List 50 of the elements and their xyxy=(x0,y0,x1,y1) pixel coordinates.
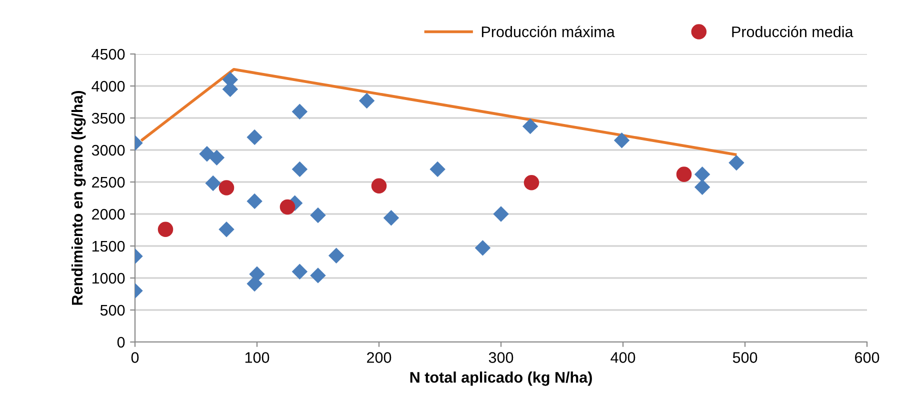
point xyxy=(246,276,262,292)
y-tick-label: 500 xyxy=(100,304,125,316)
point xyxy=(694,166,710,182)
point xyxy=(310,268,326,284)
point xyxy=(328,248,344,264)
point xyxy=(209,150,224,166)
point xyxy=(158,222,174,237)
y-tick-label: 4500 xyxy=(92,48,125,60)
point xyxy=(218,180,234,196)
point xyxy=(475,240,490,256)
point xyxy=(694,180,710,195)
x-tick-label: 600 xyxy=(855,352,880,363)
point xyxy=(280,199,296,215)
point xyxy=(430,162,446,177)
y-tick-label: 2500 xyxy=(92,176,125,188)
point xyxy=(676,166,692,182)
point xyxy=(728,155,744,170)
point xyxy=(292,104,308,120)
point xyxy=(246,194,262,209)
point xyxy=(246,130,262,145)
point xyxy=(614,132,630,148)
x-tick-label: 500 xyxy=(732,352,758,363)
x-axis-title: N total aplicado (kg N/ha) xyxy=(410,372,592,386)
legend-label: Producción media xyxy=(732,26,854,38)
point xyxy=(384,210,399,226)
point xyxy=(359,93,374,108)
y-tick-label: 4000 xyxy=(92,80,125,92)
y-tick-label: 2000 xyxy=(92,208,125,220)
y-tick-label: 1000 xyxy=(92,272,125,284)
point xyxy=(371,178,387,194)
y-tick-label: 3500 xyxy=(92,112,125,124)
y-tick-label: 3000 xyxy=(92,144,125,156)
legend-label: Producción máxima xyxy=(482,26,615,38)
point xyxy=(206,176,221,191)
point xyxy=(522,118,538,134)
x-tick-label: 400 xyxy=(610,352,636,363)
x-tick-label: 100 xyxy=(245,352,270,363)
y-tick-label: 0 xyxy=(117,336,125,348)
y-axis-title: Rendimiento en grano (kg/ha) xyxy=(71,90,86,305)
point xyxy=(218,222,234,237)
point xyxy=(199,146,215,162)
point xyxy=(292,162,308,177)
point xyxy=(524,175,540,190)
x-tick-label: 0 xyxy=(131,352,139,363)
x-tick-label: 200 xyxy=(367,352,392,363)
point xyxy=(493,206,509,222)
y-tick-label: 1500 xyxy=(92,240,125,252)
point xyxy=(292,264,308,280)
point xyxy=(310,208,326,223)
x-tick-label: 300 xyxy=(488,352,514,363)
